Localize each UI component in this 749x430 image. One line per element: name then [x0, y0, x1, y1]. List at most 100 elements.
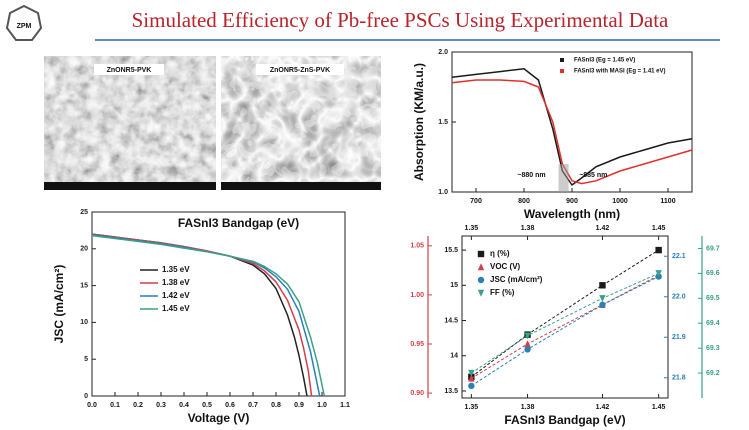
x-axis-label: Voltage (V) — [188, 411, 250, 425]
y-tick-label: 69.4 — [706, 320, 720, 327]
y-tick-label: 69.5 — [706, 295, 720, 302]
x-tick-label: 1000 — [612, 198, 628, 205]
trend-line — [471, 274, 659, 379]
y-axis-label: JSC (mA/cm²) — [52, 265, 66, 344]
chart-title: FASnI3 Bandgap (eV) — [178, 216, 299, 230]
legend-marker — [477, 276, 485, 284]
series-line — [91, 234, 326, 397]
data-point — [599, 301, 606, 309]
data-point — [599, 282, 606, 289]
sem-image — [221, 56, 381, 190]
data-point — [468, 369, 475, 377]
x-tick-label: 1.38 — [521, 404, 535, 411]
legend-label: 1.45 eV — [162, 304, 190, 313]
legend-swatch — [560, 69, 564, 73]
legend-label: η (%) — [490, 249, 510, 258]
sem-scalebar — [44, 182, 216, 190]
x-tick-label: 0.3 — [156, 402, 166, 409]
x-tick-label: 700 — [470, 198, 482, 205]
legend-swatch — [560, 58, 564, 62]
legend-marker — [477, 263, 485, 271]
x-tick-label: 1.45 — [652, 404, 666, 411]
data-point — [524, 346, 531, 353]
legend-label: FASnI3 (Eg = 1.45 eV) — [574, 58, 635, 64]
data-point — [524, 332, 531, 340]
y-tick-label: 15.5 — [444, 247, 458, 254]
y-tick-label: 13.5 — [444, 388, 458, 395]
legend-label: FASnI3 with MASI (Eg = 1.41 eV) — [574, 69, 666, 75]
y-tick-label: 14.5 — [444, 317, 458, 324]
y-tick-label: 0 — [84, 393, 88, 400]
y-tick-label: 22.0 — [672, 294, 686, 301]
legend-marker — [477, 289, 485, 297]
y-tick-label: 2.0 — [438, 49, 448, 56]
y-tick-label: 10 — [80, 319, 88, 326]
image-label: ZnONR5-ZnS-PVK — [270, 67, 330, 74]
y-tick-label: 69.2 — [706, 370, 720, 377]
y-tick-label: 69.3 — [706, 345, 720, 352]
y-tick-label: 14 — [450, 353, 458, 360]
x-tick-label: 900 — [566, 198, 578, 205]
data-point — [599, 295, 606, 303]
x-tick-label: 0.2 — [133, 402, 143, 409]
x-tick-label: 1.42 — [596, 404, 610, 411]
annotation: ~880 nm — [517, 172, 545, 179]
y-tick-label: 69.6 — [706, 270, 720, 277]
logo: ZPM — [5, 4, 43, 41]
y-tick-label: 21.9 — [672, 334, 686, 341]
x-tick-label: 1.0 — [317, 402, 327, 409]
image-label-box — [94, 64, 164, 75]
x-top-tick-label: 1.42 — [596, 225, 610, 232]
y-tick-label: 20 — [80, 246, 88, 253]
y-tick-label: 1.00 — [410, 292, 424, 299]
y-tick-label: 0.90 — [410, 390, 424, 397]
x-top-tick-label: 1.45 — [652, 225, 666, 232]
trend-line — [471, 272, 659, 374]
sem-scalebar — [221, 182, 381, 190]
x-tick-label: 1.35 — [465, 404, 479, 411]
y-tick-label: 1.5 — [438, 119, 448, 126]
trend-line — [471, 276, 659, 387]
y-tick-label: 22.1 — [672, 253, 686, 260]
y-tick-label: 0.95 — [410, 341, 424, 348]
y-tick-label: 1.05 — [410, 243, 424, 250]
y-tick-label: 5 — [84, 356, 88, 363]
data-point — [468, 374, 475, 382]
x-tick-label: 800 — [518, 198, 530, 205]
image-label: ZnONR5-PVK — [107, 67, 152, 74]
legend-label: JSC (mA/cm²) — [490, 275, 543, 284]
y-tick-label: 69.7 — [706, 245, 720, 252]
data-point — [468, 382, 475, 390]
x-top-tick-label: 1.35 — [465, 225, 479, 232]
legend-label: 1.35 eV — [162, 265, 190, 274]
x-tick-label: 1100 — [660, 198, 675, 205]
edge-band — [558, 164, 569, 192]
x-axis-label: Wavelength (nm) — [524, 207, 620, 221]
legend-label: 1.42 eV — [162, 291, 190, 300]
y-tick-label: 1.0 — [438, 189, 448, 196]
y-tick-label: 21.8 — [672, 375, 686, 382]
x-top-tick-label: 1.38 — [521, 225, 535, 232]
data-point — [655, 270, 662, 278]
y-axis-label: Absorption (KM/a.u.) — [412, 63, 426, 181]
x-tick-label: 0.0 — [87, 402, 97, 409]
legend-marker — [477, 250, 485, 258]
y-tick-label: 25 — [80, 209, 88, 216]
image-label-box — [256, 64, 344, 75]
annotation: ~885 nm — [579, 172, 607, 179]
data-point — [655, 246, 662, 254]
plot-frame — [461, 235, 669, 399]
x-tick-label: 0.4 — [179, 402, 189, 409]
x-tick-label: 0.7 — [248, 402, 258, 409]
x-tick-label: 0.8 — [271, 402, 281, 409]
x-tick-label: 0.6 — [225, 402, 235, 409]
x-tick-label: 0.1 — [110, 402, 120, 409]
sem-image — [44, 56, 216, 190]
slide-title: Simulated Efficiency of Pb-free PSCs Usi… — [132, 8, 669, 32]
x-tick-label: 0.9 — [294, 402, 304, 409]
x-tick-label: 1.1 — [340, 402, 350, 409]
legend-label: VOC (V) — [490, 262, 521, 271]
data-point — [524, 340, 531, 348]
logo-text: ZPM — [17, 23, 32, 30]
